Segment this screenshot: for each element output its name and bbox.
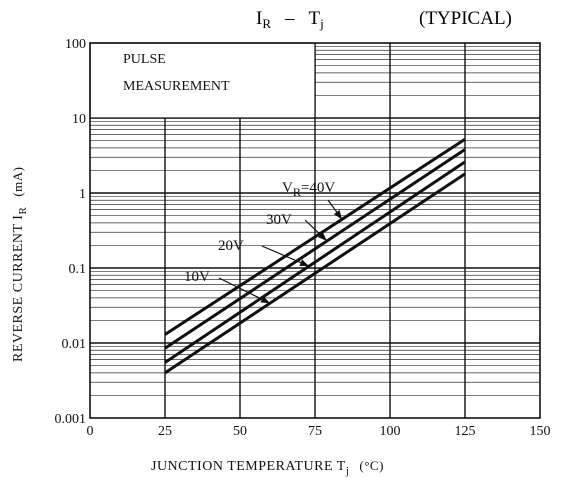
- label-leader-arrows: [218, 199, 343, 304]
- series-lines: [164, 138, 466, 375]
- y-tick-label: 0.01: [62, 337, 87, 352]
- y-tick-label: 0.1: [69, 262, 87, 277]
- title-temp-symbol: T: [309, 8, 321, 29]
- x-tick-label: 100: [380, 424, 401, 439]
- title-note: (TYPICAL): [419, 8, 512, 29]
- x-tick-label: 125: [455, 424, 476, 439]
- series-line-1: [164, 148, 466, 350]
- x-tick-label: 0: [87, 424, 94, 439]
- x-axis-label: JUNCTION TEMPERATURE Tj (°C): [151, 458, 384, 477]
- leader-arrowhead-0: [333, 209, 342, 220]
- series-line-3: [164, 172, 466, 375]
- title-dash: –: [284, 8, 295, 29]
- leader-arrowhead-2: [299, 259, 309, 267]
- series-line-0: [164, 138, 466, 336]
- y-tick-labels: 0.001 0.01 0.1 1 10 100: [55, 37, 87, 427]
- leader-arrowhead-3: [260, 296, 270, 304]
- title-current-symbol: I: [256, 8, 262, 29]
- series-label-40v: VR=40V: [282, 180, 335, 199]
- leader-line-3: [218, 277, 271, 304]
- y-tick-label: 0.001: [55, 412, 87, 427]
- title-temp-subscript: j: [319, 16, 324, 31]
- title-current-subscript: R: [262, 16, 271, 31]
- svg-text:IR–Tj: IR – Tj: [256, 8, 324, 31]
- x-tick-label: 75: [308, 424, 322, 439]
- x-tick-label: 150: [530, 424, 551, 439]
- x-tick-labels: 0 25 50 75 100 125 150: [87, 424, 551, 439]
- x-tick-label: 50: [233, 424, 247, 439]
- series-label-20v: 20V: [218, 238, 244, 254]
- y-tick-label: 100: [65, 37, 86, 52]
- annotation-line-1: PULSE: [123, 52, 166, 67]
- chart-title: IR – Tj (TYPICAL): [256, 8, 512, 31]
- leader-arrowhead-1: [318, 232, 327, 241]
- svg-text:VR=40V: VR=40V: [282, 180, 335, 199]
- series-label-10v: 10V: [184, 269, 210, 285]
- plot-frame: [89, 42, 541, 419]
- x-tick-label: 25: [158, 424, 172, 439]
- y-axis-label: REVERSE CURRENT IR(mA): [10, 167, 29, 363]
- series-line-2: [164, 160, 466, 364]
- annotation-line-2: MEASUREMENT: [123, 79, 230, 94]
- y-tick-label: 10: [72, 112, 86, 127]
- annotation-box: [89, 42, 316, 119]
- y-tick-label: 1: [79, 187, 86, 202]
- series-label-30v: 30V: [266, 212, 292, 228]
